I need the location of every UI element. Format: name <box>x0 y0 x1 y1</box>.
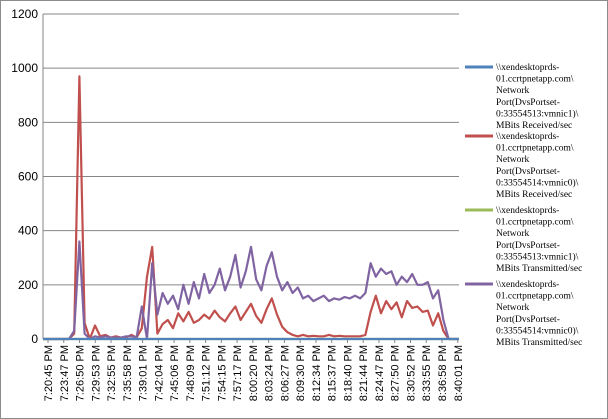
y-tick-label: 600 <box>18 170 38 184</box>
x-tick-label: 8:21:44 PM <box>358 345 370 401</box>
series-line-1 <box>43 75 459 341</box>
x-tick-label: 7:23:47 PM <box>59 345 71 401</box>
x-tick-label: 8:12:34 PM <box>311 345 323 401</box>
y-tick-label: 1000 <box>11 61 38 75</box>
y-tick-label: 400 <box>18 224 38 238</box>
x-tick-label: 8:06:27 PM <box>279 345 291 401</box>
x-tick-label: 7:20:45 PM <box>43 345 55 401</box>
gridlines <box>42 13 459 340</box>
x-tick-label: 7:32:55 PM <box>106 345 118 401</box>
x-tick-label: 7:35:58 PM <box>122 345 134 401</box>
series-line-3 <box>43 240 459 341</box>
x-tick-label: 8:30:52 PM <box>405 345 417 401</box>
x-tick-label: 7:39:01 PM <box>138 345 150 401</box>
x-axis-ticks: 7:20:45 PM 7:23:47 PM 7:26:50 PM 7:29:53 PM… <box>43 339 465 401</box>
x-tick-label: 7:26:50 PM <box>75 345 87 401</box>
x-tick-label: 8:00:20 PM <box>248 345 260 401</box>
legend-entry-3: \\xendesktoprds-01.ccrtpnetapp.com\ Netwo… <box>496 280 582 348</box>
x-tick-label: 7:48:09 PM <box>185 345 197 401</box>
x-tick-label: 7:57:17 PM <box>232 345 244 401</box>
x-tick-label: 8:03:24 PM <box>264 345 276 401</box>
legend-entry-1: \\xendesktoprds-01.ccrtpnetapp.com\ Netwo… <box>496 132 579 200</box>
x-tick-label: 7:42:04 PM <box>153 345 165 401</box>
x-tick-label: 8:24:47 PM <box>374 345 386 401</box>
y-axis-ticks: 0 200 400 600 800 1000 1200 <box>11 7 38 346</box>
x-tick-label: 7:29:53 PM <box>90 345 102 401</box>
legend: \\xendesktoprds-01.ccrtpnetapp.com\ Netwo… <box>465 63 582 348</box>
y-tick-label: 800 <box>18 115 38 129</box>
y-tick-label: 200 <box>18 278 38 292</box>
x-tick-label: 7:54:15 PM <box>216 345 228 401</box>
series-lines <box>43 75 459 341</box>
x-tick-label: 8:36:58 PM <box>437 345 449 401</box>
x-tick-label: 7:45:06 PM <box>169 345 181 401</box>
y-tick-label: 1200 <box>11 7 38 21</box>
x-tick-label: 7:51:12 PM <box>201 345 213 401</box>
x-tick-label: 8:18:40 PM <box>342 345 354 401</box>
x-tick-label: 8:09:30 PM <box>295 345 307 401</box>
legend-entry-2: \\xendesktoprds-01.ccrtpnetapp.com\ Netwo… <box>496 206 582 274</box>
y-tick-label: 0 <box>31 332 38 346</box>
x-tick-label: 8:27:50 PM <box>390 345 402 401</box>
x-tick-label: 8:15:37 PM <box>327 345 339 401</box>
legend-entry-0: \\xendesktoprds-01.ccrtpnetapp.com\ Netwo… <box>496 63 579 131</box>
x-tick-label: 8:40:01 PM <box>453 345 465 401</box>
x-tick-label: 8:33:55 PM <box>421 345 433 401</box>
